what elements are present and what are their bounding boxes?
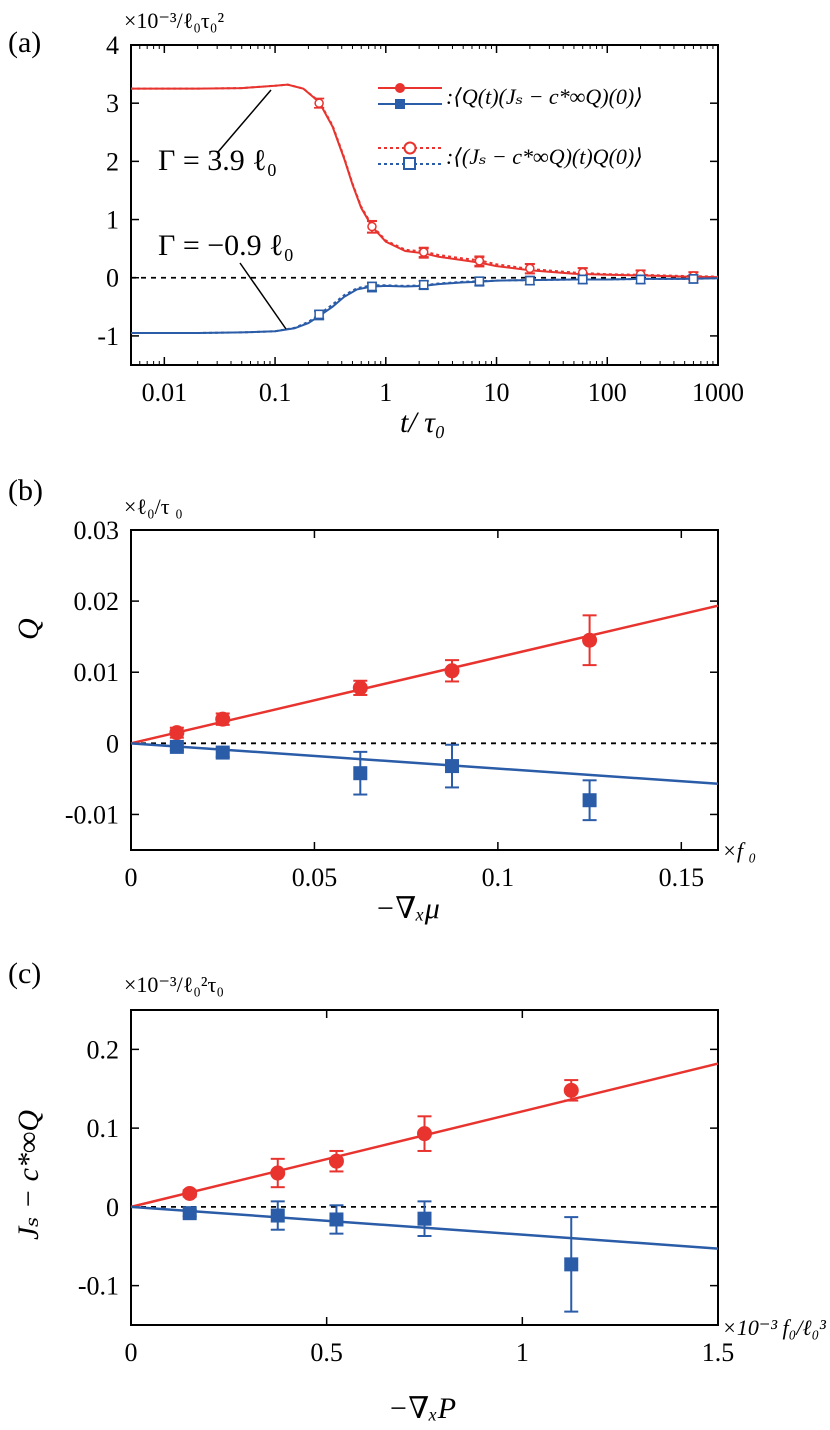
b-data-point-red xyxy=(215,711,231,727)
legend-marker-red-circle xyxy=(395,83,405,93)
legend-marker-red-open-circle xyxy=(403,141,417,155)
b-xtick-label-0: 0 xyxy=(125,863,138,892)
a-xtick-label-1: 0.1 xyxy=(259,378,292,407)
b-xtick-label-3: 0.15 xyxy=(659,863,705,892)
panel-a-unit-label: ×10⁻³/ℓ₀τ₀² xyxy=(124,8,224,33)
series-line-red-dotted xyxy=(131,83,719,278)
panel-b: (b) ×ℓ₀/τ ₀ 0 0.05 0.1 0.15 -0.01 0 0.01 0.02 0.… xyxy=(8,474,756,925)
annotation-gamma-red: Γ = 3.9 ℓ₀ xyxy=(158,144,277,177)
panel-c-x-unit: ×10⁻³ f₀/ℓ₀³ xyxy=(722,1315,826,1340)
legend-entry-1: :⟨Q(t)(Jₛ − c*∞Q)(0)⟩ xyxy=(446,84,643,109)
c-data-point-blue xyxy=(270,1208,285,1223)
a-ytick-label-2: 1 xyxy=(106,206,119,235)
c-data-point-blue xyxy=(329,1212,344,1227)
panel-a-frame xyxy=(130,44,719,366)
c-data-point-red xyxy=(563,1082,579,1098)
panel-a-xlabel: t/ τ₀ xyxy=(400,406,445,439)
panel-c-xlabel: −∇ₓP xyxy=(388,1392,456,1425)
b-data-point-red xyxy=(444,663,460,679)
panel-a: (a) ×10⁻³/ℓ₀τ₀² 0.01 0.1 1 10 100 1000 -1 0 1 2 3 4… xyxy=(8,8,744,439)
data-point-red-open xyxy=(418,247,429,257)
panel-c-unit-label: ×10⁻³/ℓ₀²τ₀ xyxy=(124,972,224,997)
panel-b-x-unit: ×f ₀ xyxy=(722,838,756,863)
b-data-point-blue xyxy=(445,759,460,774)
c-ytick-label-2: 0.1 xyxy=(87,1114,120,1143)
a-ytick-label-1: 0 xyxy=(106,264,119,293)
b-data-point-blue xyxy=(353,766,368,781)
a-xtick-label-2: 1 xyxy=(379,378,392,407)
a-xtick-label-0: 0.01 xyxy=(142,378,188,407)
a-xtick-label-3: 10 xyxy=(484,378,510,407)
c-data-point-red xyxy=(270,1165,286,1181)
b-data-point-red xyxy=(352,680,368,696)
c-xtick-label-0: 0 xyxy=(125,1338,138,1367)
b-xtick-label-1: 0.05 xyxy=(292,863,338,892)
annotation-pointer-blue xyxy=(239,262,287,330)
a-xtick-label-5: 1000 xyxy=(692,378,744,407)
c-xtick-label-1: 0.5 xyxy=(310,1338,343,1367)
data-point-blue-open xyxy=(577,274,588,285)
a-xtick-label-4: 100 xyxy=(588,378,627,407)
b-ytick-label-0: -0.01 xyxy=(65,800,119,829)
data-point-blue-open xyxy=(688,274,699,284)
panel-b-xlabel: −∇ₓμ xyxy=(375,892,440,925)
data-point-red-open xyxy=(314,98,324,108)
c-ytick-label-3: 0.2 xyxy=(87,1035,120,1064)
c-xtick-label-2: 1 xyxy=(516,1338,529,1367)
c-data-point-red xyxy=(417,1126,432,1142)
data-point-blue-open xyxy=(474,276,485,286)
data-point-blue-open xyxy=(418,279,429,290)
a-ytick-label-5: 4 xyxy=(106,31,119,60)
c-data-point-blue xyxy=(182,1206,197,1221)
panel-c: (c) ×10⁻³/ℓ₀²τ₀ 0 0.5 1 1.5 -0.1 0 0.1 0.2 Jₛ −… xyxy=(8,957,826,1425)
b-ytick-label-1: 0 xyxy=(106,729,119,758)
panel-c-frame xyxy=(130,1009,719,1326)
panel-b-unit-label: ×ℓ₀/τ ₀ xyxy=(124,494,183,519)
panel-a-label: (a) xyxy=(8,26,41,59)
panel-b-frame xyxy=(130,529,719,851)
data-point-red-open xyxy=(474,256,485,266)
panel-b-label: (b) xyxy=(8,474,43,507)
data-point-red-open xyxy=(367,221,377,232)
a-ytick-label-3: 2 xyxy=(106,147,119,176)
c-data-point-red xyxy=(182,1185,198,1201)
legend-marker-blue-square xyxy=(395,99,405,109)
b-ytick-label-2: 0.01 xyxy=(74,658,120,687)
data-point-blue-open xyxy=(635,274,646,285)
panel-c-ylabel: Jₛ − c*∞Q xyxy=(12,1110,45,1240)
b-data-point-blue xyxy=(582,793,597,808)
b-ytick-label-3: 0.02 xyxy=(74,587,120,616)
annotation-gamma-blue: Γ = −0.9 ℓ₀ xyxy=(158,229,294,262)
series-line-blue-dotted xyxy=(131,277,719,334)
b-data-point-blue xyxy=(215,745,230,760)
data-point-blue-open xyxy=(314,309,324,320)
data-point-blue-open xyxy=(367,281,377,292)
panel-a-legend: :⟨Q(t)(Jₛ − c*∞Q)(0)⟩ :⟨(Jₛ − c*∞Q)(t)Q(… xyxy=(378,83,643,170)
annotation-pointer-red xyxy=(217,89,272,153)
b-ytick-label-4: 0.03 xyxy=(74,516,120,545)
c-ytick-label-0: -0.1 xyxy=(78,1272,119,1301)
b-data-point-red xyxy=(582,632,598,648)
a-ytick-label-0: -1 xyxy=(97,322,119,351)
legend-marker-blue-open-square xyxy=(403,157,416,170)
c-data-point-blue xyxy=(564,1257,579,1272)
a-ytick-label-4: 3 xyxy=(106,89,119,118)
b-xtick-label-2: 0.1 xyxy=(482,863,515,892)
legend-entry-2: :⟨(Jₛ − c*∞Q)(t)Q(0)⟩ xyxy=(446,144,643,169)
c-ytick-label-1: 0 xyxy=(106,1193,119,1222)
panel-c-label: (c) xyxy=(8,957,41,990)
data-point-blue-open xyxy=(525,275,535,286)
panel-b-ylabel: Q xyxy=(12,618,45,640)
c-data-point-blue xyxy=(417,1211,432,1226)
c-data-point-red xyxy=(328,1153,344,1169)
c-xtick-label-3: 1.5 xyxy=(702,1338,735,1367)
b-data-point-red xyxy=(169,725,185,741)
data-point-red-open xyxy=(525,263,535,274)
b-data-point-blue xyxy=(169,739,184,754)
